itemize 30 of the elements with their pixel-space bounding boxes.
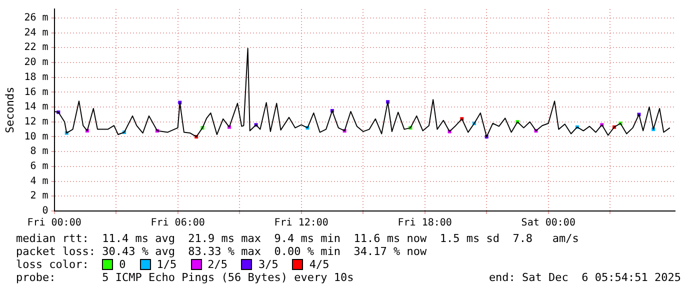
- x-tick-label: Fri 00:00: [27, 218, 82, 229]
- y-tick-label: 20 m: [24, 57, 48, 68]
- x-tick-label: Fri 18:00: [398, 218, 452, 229]
- y-tick-label: 24 m: [24, 27, 48, 38]
- legend-label: 4/5: [309, 258, 330, 271]
- y-tick-label: 26 m: [24, 12, 48, 24]
- x-tick-label: Sat 00:00: [521, 218, 576, 229]
- legend-title: loss color:: [16, 258, 90, 271]
- legend-label: 3/5: [258, 258, 278, 271]
- y-tick-label: 10 m: [24, 131, 48, 142]
- y-tick-label: 4 m: [30, 176, 48, 187]
- y-tick-label: 22 m: [24, 42, 48, 54]
- y-axis-title: Seconds: [3, 86, 16, 134]
- y-tick-label: 2 m: [30, 190, 48, 202]
- x-tick-label: Fri 06:00: [150, 218, 205, 229]
- y-tick-label: 18 m: [24, 72, 48, 83]
- y-tick-label: 12 m: [24, 116, 48, 128]
- legend-label: 0: [119, 258, 126, 271]
- y-tick-label: 16 m: [24, 86, 48, 98]
- text: end: Sat Dec 6 05:54:51 2025: [488, 271, 681, 284]
- y-tick-label: 6 m: [30, 161, 48, 172]
- legend-label: 2/5: [208, 258, 228, 271]
- y-tick-label: 0: [42, 206, 48, 217]
- y-tick-label: 8 m: [30, 146, 48, 158]
- text: packet loss: 30.43 % avg 83.33 % max 0.00 % min 34.17 % now: [16, 245, 428, 258]
- text: median rtt: 11.4 ms avg 21.9 ms max 9.4 ms min 11.6 ms now 1.5 ms sd 7.8 am/s: [16, 232, 580, 245]
- text: probe: 5 ICMP Echo Pings (56 Bytes) every 10s: [16, 271, 354, 284]
- y-tick-label: 14 m: [24, 102, 48, 113]
- x-tick-label: Fri 12:00: [274, 218, 328, 229]
- legend-label: 1/5: [156, 258, 177, 271]
